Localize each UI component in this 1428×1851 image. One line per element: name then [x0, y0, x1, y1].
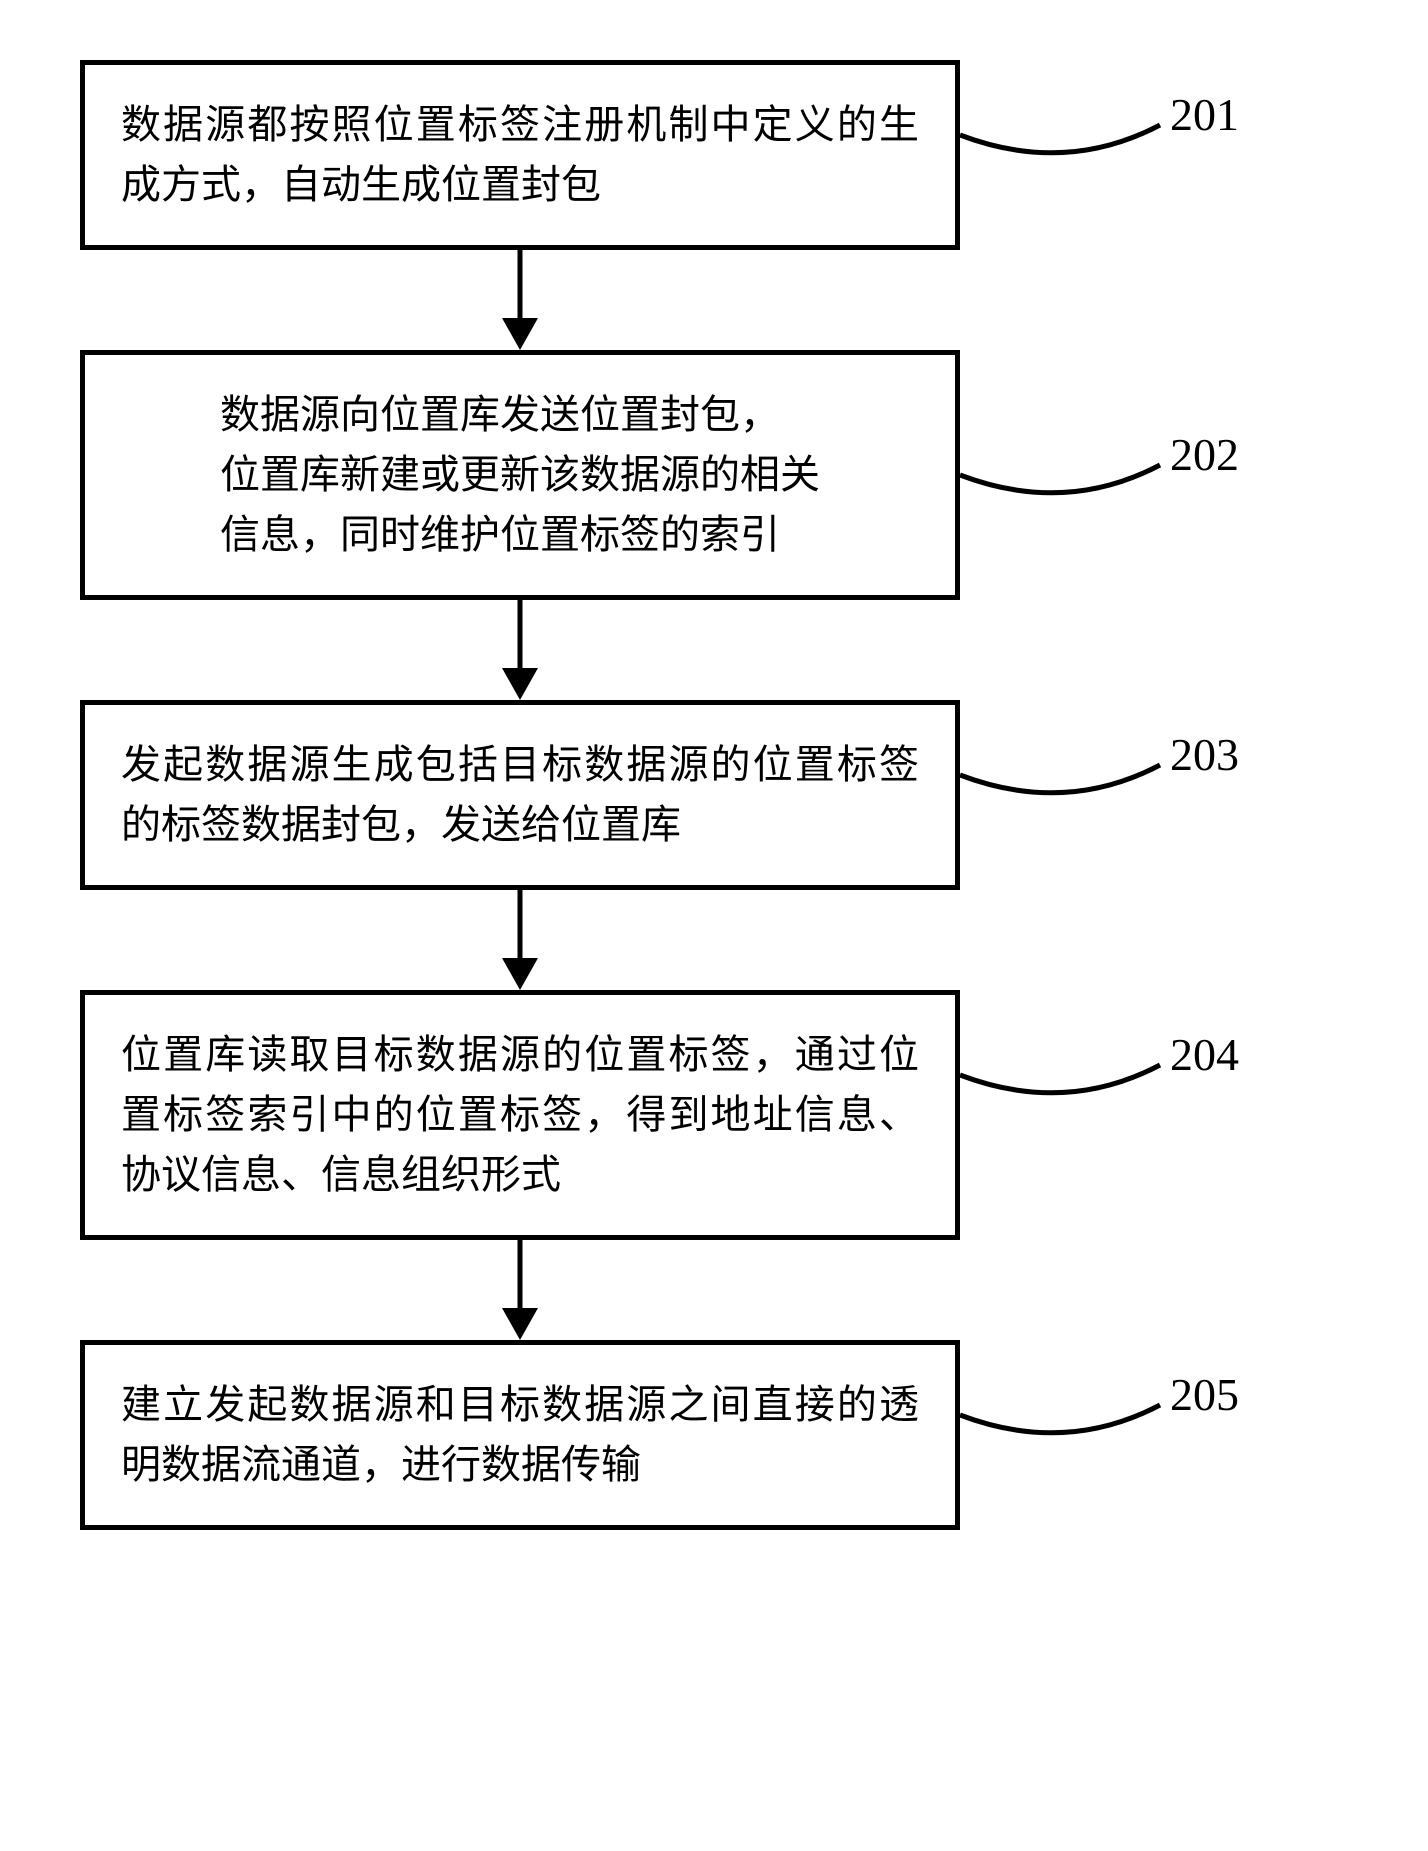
arrow-line-1 [518, 250, 523, 322]
arrow-2 [80, 600, 960, 700]
step-box-205: 建立发起数据源和目标数据源之间直接的透明数据流通道，进行数据传输 [80, 1340, 960, 1530]
connector-205 [955, 1370, 1175, 1450]
step-204: 位置库读取目标数据源的位置标签，通过位置标签索引中的位置标签，得到地址信息、协议… [80, 990, 1340, 1240]
flowchart-container: 数据源都按照位置标签注册机制中定义的生成方式，自动生成位置封包 201 数据源向… [80, 60, 1340, 1530]
arrow-line-3 [518, 890, 523, 962]
arrow-1 [80, 250, 960, 350]
step-text-203: 发起数据源生成包括目标数据源的位置标签的标签数据封包，发送给位置库 [121, 735, 919, 855]
step-203: 发起数据源生成包括目标数据源的位置标签的标签数据封包，发送给位置库 203 [80, 700, 1340, 890]
arrow-head-3 [502, 958, 538, 990]
step-label-204: 204 [1170, 1028, 1239, 1081]
connector-201 [955, 90, 1175, 170]
step-202: 数据源向位置库发送位置封包， 位置库新建或更新该数据源的相关 信息，同时维护位置… [80, 350, 1340, 600]
arrow-line-2 [518, 600, 523, 672]
step-label-201: 201 [1170, 88, 1239, 141]
connector-204 [955, 1030, 1175, 1110]
arrow-head-4 [502, 1308, 538, 1340]
step-box-203: 发起数据源生成包括目标数据源的位置标签的标签数据封包，发送给位置库 [80, 700, 960, 890]
step-205: 建立发起数据源和目标数据源之间直接的透明数据流通道，进行数据传输 205 [80, 1340, 1340, 1530]
step-box-202: 数据源向位置库发送位置封包， 位置库新建或更新该数据源的相关 信息，同时维护位置… [80, 350, 960, 600]
connector-202 [955, 430, 1175, 510]
arrow-head-1 [502, 318, 538, 350]
step-text-204: 位置库读取目标数据源的位置标签，通过位置标签索引中的位置标签，得到地址信息、协议… [121, 1025, 919, 1205]
step-label-202: 202 [1170, 428, 1239, 481]
step-text-202: 数据源向位置库发送位置封包， 位置库新建或更新该数据源的相关 信息，同时维护位置… [220, 385, 820, 565]
arrow-head-2 [502, 668, 538, 700]
step-label-203: 203 [1170, 728, 1239, 781]
step-box-204: 位置库读取目标数据源的位置标签，通过位置标签索引中的位置标签，得到地址信息、协议… [80, 990, 960, 1240]
step-label-205: 205 [1170, 1368, 1239, 1421]
step-201: 数据源都按照位置标签注册机制中定义的生成方式，自动生成位置封包 201 [80, 60, 1340, 250]
step-box-201: 数据源都按照位置标签注册机制中定义的生成方式，自动生成位置封包 [80, 60, 960, 250]
step-text-201: 数据源都按照位置标签注册机制中定义的生成方式，自动生成位置封包 [121, 95, 919, 215]
arrow-line-4 [518, 1240, 523, 1312]
arrow-3 [80, 890, 960, 990]
step-text-205: 建立发起数据源和目标数据源之间直接的透明数据流通道，进行数据传输 [121, 1375, 919, 1495]
connector-203 [955, 730, 1175, 810]
arrow-4 [80, 1240, 960, 1340]
